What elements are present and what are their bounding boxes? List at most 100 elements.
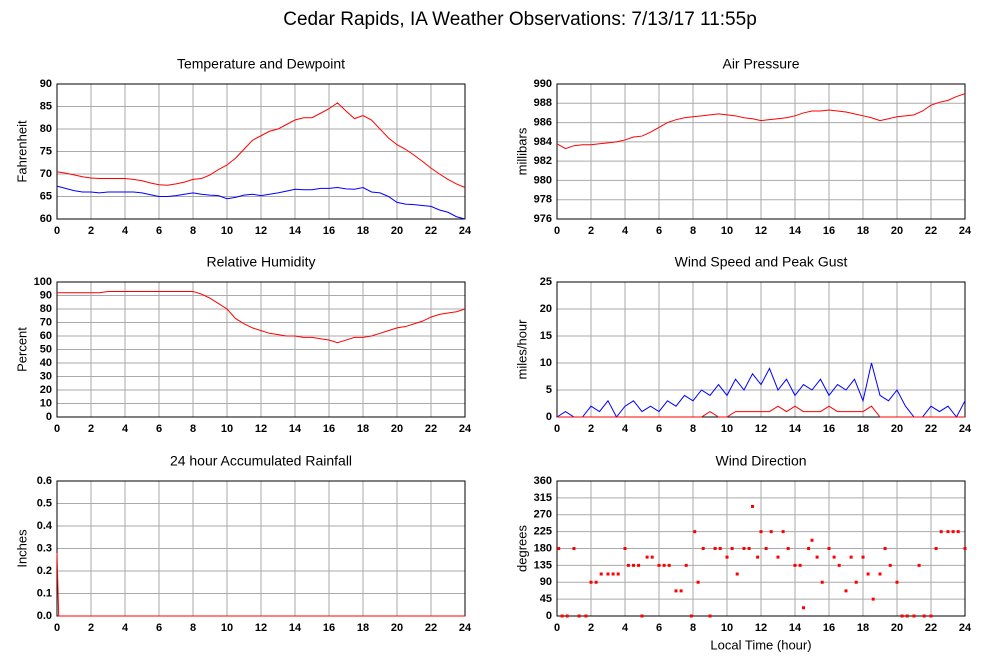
y-tick-label: 988 [534,97,552,109]
plot-border [556,281,966,418]
y-tick-label: 986 [534,116,552,128]
x-tick-label: 16 [823,622,835,634]
y-tick-label: 0.3 [37,542,52,554]
data-point [701,547,705,550]
x-tick-label: 10 [221,622,233,634]
x-tick-label: 6 [156,423,162,435]
x-tick-label: 12 [755,622,767,634]
x-tick-label: 8 [690,423,696,435]
y-tick-label: 180 [534,542,552,554]
chart-title: Temperature and Dewpoint [177,56,345,72]
x-tick-label: 24 [459,225,472,237]
x-tick-label: 2 [88,622,94,634]
y-tick-label: 982 [534,155,552,167]
x-tick-label: 8 [690,622,696,634]
x-tick-label: 12 [255,225,267,237]
data-point [946,530,950,534]
data-point [939,530,943,534]
x-tick-label: 18 [357,225,369,237]
x-tick-label: 24 [959,423,972,435]
x-tick-label: 16 [323,622,335,634]
data-point [844,589,848,593]
x-tick-label: 2 [88,423,94,435]
data-point [912,614,916,618]
x-tick-label: 10 [721,622,733,634]
data-point [606,572,610,576]
data-point [917,563,921,567]
y-tick-label: 65 [40,190,52,202]
x-tick-label: 20 [891,225,903,237]
x-tick-label: 6 [156,622,162,634]
x-tick-label: 0 [554,622,560,634]
data-point [815,555,819,559]
y-tick-label: 60 [40,330,52,342]
plot-border [56,281,466,418]
data-point [667,563,671,567]
x-axis-label: Local Time (hour) [710,637,811,652]
data-point [725,555,729,559]
y-tick-label: 0.1 [37,587,52,599]
y-tick-label: 30 [40,370,52,382]
x-tick-label: 8 [690,225,696,237]
x-tick-label: 24 [459,622,472,634]
x-tick-label: 18 [357,423,369,435]
data-point [696,580,700,584]
x-tick-label: 16 [823,423,835,435]
x-tick-label: 16 [823,225,835,237]
data-point [684,563,688,567]
y-axis-label: millibars [514,127,529,175]
y-tick-label: 50 [40,343,52,355]
y-axis-label: Inches [14,529,29,568]
x-tick-label: 12 [755,423,767,435]
data-point [637,563,641,567]
chart-title: Air Pressure [722,56,799,72]
y-axis-label: degrees [514,525,529,572]
data-point [786,547,790,550]
x-tick-label: 20 [891,622,903,634]
x-tick-label: 16 [323,225,335,237]
data-point [776,555,780,559]
plot-border [556,83,966,220]
x-tick-label: 12 [755,225,767,237]
data-point [679,589,683,593]
data-point [632,563,635,567]
data-point [956,530,960,534]
data-line [557,405,965,418]
x-tick-label: 0 [554,225,560,237]
data-point [905,614,909,618]
x-tick-label: 2 [88,225,94,237]
x-tick-label: 0 [54,423,60,435]
y-tick-label: 40 [40,357,52,369]
x-tick-label: 0 [554,423,560,435]
y-tick-label: 0 [546,411,552,423]
y-axis-label: Percent [14,327,29,372]
chart-title: 24 hour Accumulated Rainfall [170,453,352,469]
x-tick-label: 0 [54,622,60,634]
y-tick-label: 45 [540,593,552,605]
y-tick-label: 75 [40,145,52,157]
y-tick-label: 315 [534,492,552,504]
y-tick-label: 978 [534,194,552,206]
y-tick-label: 20 [40,384,52,396]
x-tick-label: 14 [789,622,802,634]
data-point [689,614,693,618]
x-tick-label: 18 [857,423,869,435]
x-tick-label: 4 [122,622,129,634]
x-tick-label: 4 [622,622,629,634]
y-tick-label: 100 [34,276,52,288]
x-tick-label: 22 [425,225,437,237]
data-point [730,547,734,550]
plot-border [56,83,466,220]
data-point [963,547,967,550]
data-point [650,555,654,559]
y-tick-label: 15 [540,330,552,342]
x-tick-label: 10 [221,423,233,435]
x-tick-label: 2 [588,622,594,634]
page-title: Cedar Rapids, IA Weather Observations: 7… [283,9,757,30]
y-tick-label: 270 [534,509,552,521]
x-tick-label: 20 [391,622,403,634]
x-tick-label: 10 [721,225,733,237]
x-tick-label: 4 [622,423,629,435]
data-point [756,555,760,559]
